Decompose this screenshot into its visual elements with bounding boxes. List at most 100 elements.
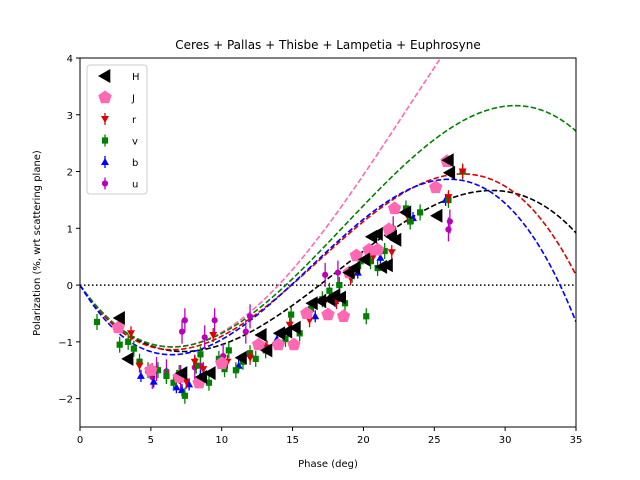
legend-marker-J-marker: [98, 90, 112, 104]
data-point-u-17-marker: [446, 218, 453, 225]
x-tick-label-30: 30: [499, 435, 512, 446]
legend-label-H: H: [132, 72, 140, 83]
data-point-J-4: [215, 356, 229, 370]
legend-label-b: b: [132, 158, 138, 169]
data-point-r-7-marker: [209, 332, 218, 339]
data-point-u-12: [246, 304, 254, 329]
data-point-J-14: [370, 242, 385, 256]
data-point-b-4-marker: [185, 380, 194, 388]
data-point-v-8-marker: [170, 379, 177, 386]
data-point-v-39-marker: [417, 209, 424, 216]
data-point-u-5: [181, 308, 188, 333]
data-point-H-1-marker: [121, 351, 134, 366]
y-tick-label-4: 4: [67, 54, 73, 65]
data-point-H-11: [305, 296, 318, 311]
data-point-u-16-marker: [445, 226, 452, 233]
data-point-u-4: [178, 319, 186, 344]
data-point-r-9: [246, 350, 255, 365]
data-point-H-3: [194, 370, 208, 384]
legend-marker-H-marker: [98, 69, 111, 83]
x-tick-label-5: 5: [148, 435, 154, 446]
data-point-v-6: [154, 362, 162, 379]
data-point-u-14: [334, 260, 342, 285]
data-point-H-12-marker: [313, 294, 327, 308]
data-point-u-17: [446, 209, 453, 234]
data-point-H-5: [234, 350, 247, 365]
fit-curve-v: [80, 104, 576, 348]
data-point-v-35: [381, 243, 388, 260]
data-point-J-10: [336, 309, 351, 322]
data-point-J-7-marker: [287, 337, 301, 351]
data-point-H-27: [441, 153, 454, 168]
data-point-H-18: [357, 252, 371, 267]
data-point-H-12: [313, 294, 327, 308]
x-tick-label-35: 35: [570, 435, 583, 446]
data-point-r-0-marker: [127, 330, 135, 338]
data-point-H-3-marker: [194, 370, 208, 384]
x-tick-label-20: 20: [357, 435, 370, 446]
y-axis-label: Polarization (%, wrt scattering plane): [32, 150, 43, 336]
data-point-r-9-marker: [246, 354, 255, 362]
data-point-H-24: [389, 232, 402, 247]
y-tick-label-0: 0: [67, 281, 73, 292]
data-point-v-23-marker: [288, 311, 295, 318]
x-tick-label-0: 0: [77, 435, 83, 446]
data-point-v-33-marker: [367, 258, 374, 265]
data-point-H-17-marker: [347, 261, 361, 275]
data-point-J-0-marker: [111, 320, 125, 334]
data-point-H-24-marker: [389, 232, 402, 247]
data-point-r-4-marker: [182, 378, 191, 386]
data-point-r-19-marker: [444, 194, 453, 202]
data-point-r-7: [209, 328, 218, 343]
data-point-r-19: [444, 190, 453, 205]
data-point-H-1: [121, 351, 134, 366]
y-tick-label-3: 3: [67, 111, 73, 122]
data-point-u-12-marker: [246, 313, 254, 320]
data-point-u-11-marker: [242, 328, 249, 335]
data-point-H-0-marker: [112, 311, 125, 325]
x-tick-label-25: 25: [428, 435, 441, 446]
legend-marker-v: [101, 134, 109, 147]
x-tick-label-10: 10: [215, 435, 228, 446]
data-point-H-10: [288, 320, 301, 335]
data-point-u-13: [322, 262, 329, 287]
fit-curve-b: [80, 178, 576, 356]
data-point-b-0: [136, 369, 145, 382]
legend-label-J: J: [131, 94, 135, 105]
data-point-v-23: [288, 306, 295, 323]
data-point-r-5: [190, 354, 199, 369]
data-point-H-6-marker: [254, 328, 267, 342]
data-point-u-14-marker: [334, 269, 342, 276]
data-point-v-6-marker: [154, 367, 162, 374]
legend-marker-b: [101, 156, 109, 168]
data-point-v-16-marker: [225, 347, 232, 354]
data-point-v-0: [93, 313, 101, 330]
legend-marker-u-marker: [101, 180, 109, 187]
data-point-v-32: [363, 308, 370, 325]
data-point-v-35-marker: [381, 247, 388, 255]
data-point-v-20: [252, 350, 259, 367]
data-point-r-1: [135, 358, 144, 373]
data-point-r-1-marker: [135, 362, 144, 370]
data-point-H-8-marker: [272, 326, 286, 341]
data-point-v-0-marker: [93, 318, 101, 326]
data-point-b-1: [149, 375, 158, 388]
data-point-u-9-marker: [211, 317, 218, 324]
legend-marker-b-marker: [101, 158, 109, 165]
data-point-J-13-marker: [362, 242, 376, 256]
data-point-H-20-marker: [370, 227, 383, 241]
data-point-H-2-marker: [175, 366, 188, 381]
data-point-r-5-marker: [190, 358, 199, 366]
data-point-H-8: [272, 326, 286, 341]
data-point-H-26: [430, 208, 443, 223]
data-point-J-6-marker: [271, 337, 286, 351]
data-point-v-10: [181, 387, 188, 404]
fit-curve-r: [80, 173, 576, 351]
legend-marker-r: [101, 113, 109, 125]
data-point-v-20-marker: [252, 355, 259, 362]
data-point-v-12: [197, 346, 204, 363]
data-point-J-12: [349, 248, 363, 262]
data-points: [93, 153, 467, 404]
data-point-r-20: [458, 164, 467, 179]
